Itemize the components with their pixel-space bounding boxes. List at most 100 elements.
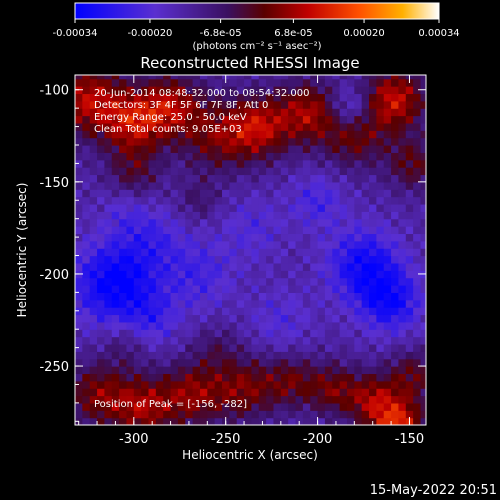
heatmap-cell: [133, 402, 142, 411]
heatmap-cell: [398, 233, 407, 242]
heatmap-cell: [324, 321, 333, 330]
heatmap-cell: [244, 211, 253, 220]
heatmap-cell: [383, 181, 392, 190]
heatmap-cell: [199, 351, 208, 360]
heatmap-cell: [354, 380, 363, 389]
heatmap-cell: [383, 366, 392, 375]
heatmap-cell: [126, 152, 135, 161]
heatmap-cell: [222, 270, 230, 279]
heatmap-cell: [332, 233, 341, 242]
heatmap-cell: [258, 292, 267, 301]
heatmap-cell: [207, 108, 216, 117]
heatmap-cell: [141, 336, 150, 345]
heatmap-cell: [376, 373, 385, 382]
heatmap-cell: [229, 196, 238, 205]
heatmap-cell: [119, 159, 128, 168]
heatmap-cell: [273, 380, 282, 389]
heatmap-cell: [369, 218, 377, 227]
heatmap-cell: [258, 218, 267, 227]
heatmap-cell: [155, 167, 164, 176]
heatmap-cell: [369, 336, 377, 345]
heatmap-cell: [126, 100, 135, 109]
heatmap-cell: [413, 78, 422, 87]
heatmap-cell: [398, 137, 407, 146]
heatmap-cell: [75, 299, 83, 308]
heatmap-cell: [383, 410, 392, 419]
heatmap-cell: [354, 329, 363, 338]
heatmap-cell: [222, 159, 230, 168]
heatmap-cell: [354, 100, 363, 109]
heatmap-cell: [354, 321, 363, 330]
heatmap-cell: [361, 100, 370, 109]
heatmap-cell: [346, 240, 355, 249]
heatmap-cell: [185, 93, 194, 102]
heatmap-cell: [133, 299, 142, 308]
heatmap-cell: [170, 226, 179, 235]
heatmap-cell: [288, 314, 297, 323]
heatmap-cell: [229, 108, 238, 117]
heatmap-cell: [82, 248, 91, 257]
heatmap-cell: [133, 314, 142, 323]
heatmap-cell: [361, 321, 370, 330]
heatmap-cell: [244, 351, 253, 360]
heatmap-cell: [317, 285, 326, 293]
heatmap-cell: [376, 181, 385, 190]
heatmap-cell: [148, 226, 157, 235]
heatmap-cell: [82, 292, 91, 301]
heatmap-cell: [324, 122, 333, 131]
heatmap-cell: [119, 410, 128, 419]
heatmap-cell: [251, 285, 260, 293]
heatmap-cell: [177, 380, 186, 389]
heatmap-cell: [391, 108, 400, 117]
heatmap-cell: [170, 292, 179, 301]
heatmap-cell: [75, 189, 83, 198]
heatmap-cell: [222, 167, 230, 176]
heatmap-cell: [119, 233, 128, 242]
heatmap-cell: [185, 78, 194, 87]
heatmap-cell: [111, 130, 120, 139]
heatmap-cell: [251, 122, 260, 131]
heatmap-cell: [119, 417, 128, 425]
heatmap-cell: [214, 75, 223, 80]
heatmap-cell: [369, 152, 377, 161]
heatmap-cell: [229, 314, 238, 323]
heatmap-cell: [346, 292, 355, 301]
heatmap-cell: [251, 240, 260, 249]
heatmap-cell: [244, 255, 253, 264]
heatmap-cell: [280, 336, 289, 345]
heatmap-cell: [104, 196, 113, 205]
heatmap-cell: [207, 137, 216, 146]
heatmap-cell: [391, 373, 400, 382]
heatmap-cell: [332, 366, 341, 375]
heatmap-cell: [310, 174, 319, 183]
heatmap-cell: [398, 380, 407, 389]
heatmap-cell: [119, 292, 128, 301]
colorbar-tick-label: -6.8e-05: [200, 28, 242, 39]
heatmap-cell: [369, 130, 377, 139]
heatmap-cell: [317, 211, 326, 220]
heatmap-cell: [369, 262, 377, 271]
heatmap-cell: [317, 314, 326, 323]
heatmap-cell: [155, 262, 164, 271]
heatmap-cell: [317, 292, 326, 301]
heatmap-cell: [332, 93, 341, 102]
heatmap-cell: [89, 299, 98, 308]
heatmap-cell: [111, 122, 120, 131]
heatmap-cell: [222, 410, 230, 419]
heatmap-cell: [346, 100, 355, 109]
heatmap-cell: [222, 122, 230, 131]
heatmap-cell: [280, 108, 289, 117]
heatmap-cell: [148, 270, 157, 279]
heatmap-cell: [222, 329, 230, 338]
heatmap-cell: [148, 248, 157, 257]
heatmap-cell: [104, 240, 113, 249]
heatmap-cell: [376, 189, 385, 198]
heatmap-cell: [155, 380, 164, 389]
heatmap-cell: [133, 366, 142, 375]
heatmap-cell: [229, 329, 238, 338]
heatmap-cell: [148, 307, 157, 316]
heatmap-cell: [339, 145, 348, 153]
heatmap-cell: [376, 203, 385, 212]
heatmap-cell: [258, 181, 267, 190]
heatmap-cell: [111, 410, 120, 419]
